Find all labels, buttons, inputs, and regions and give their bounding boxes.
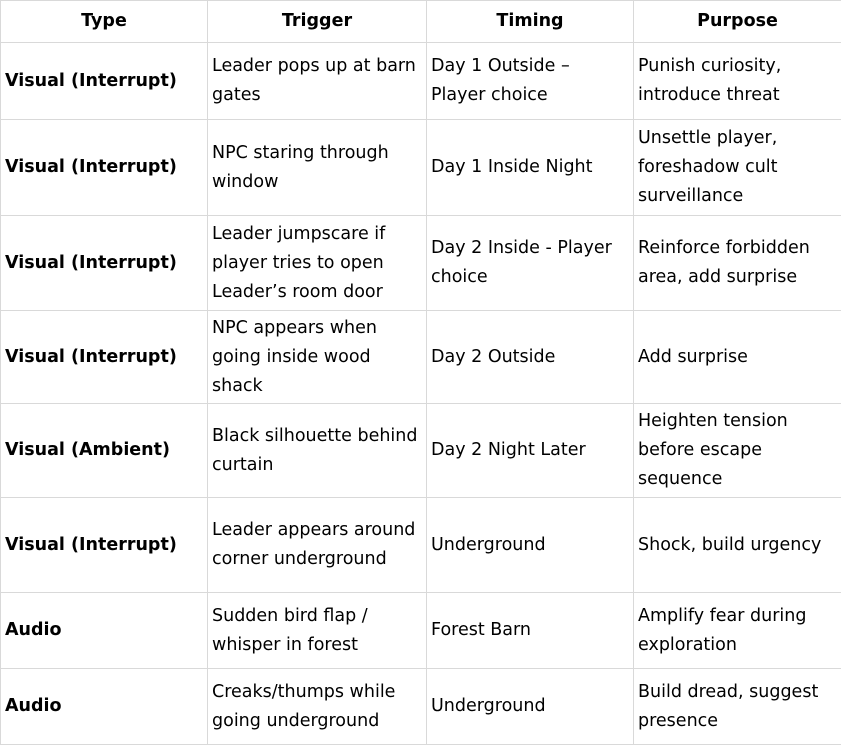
- header-trigger: Trigger: [208, 1, 427, 43]
- cell-trigger: Sudden bird flap / whisper in forest: [208, 593, 427, 669]
- cell-timing: Day 1 Inside Night: [427, 120, 634, 216]
- table-row: Visual (Ambient) Black silhouette behind…: [1, 404, 841, 498]
- table-row: Visual (Interrupt) Leader jumpscare if p…: [1, 216, 841, 311]
- cell-type: Audio: [1, 669, 208, 745]
- cell-type: Visual (Interrupt): [1, 311, 208, 404]
- cell-timing: Underground: [427, 498, 634, 593]
- cell-type: Visual (Interrupt): [1, 120, 208, 216]
- header-timing: Timing: [427, 1, 634, 43]
- cell-purpose: Shock, build urgency: [634, 498, 841, 593]
- cell-type: Visual (Ambient): [1, 404, 208, 498]
- header-type: Type: [1, 1, 208, 43]
- cell-trigger: NPC staring through window: [208, 120, 427, 216]
- cell-purpose: Build dread, suggest presence: [634, 669, 841, 745]
- cell-trigger: Creaks/thumps while going underground: [208, 669, 427, 745]
- cell-type: Visual (Interrupt): [1, 43, 208, 120]
- cell-trigger: Leader appears around corner underground: [208, 498, 427, 593]
- cell-trigger: Black silhouette behind curtain: [208, 404, 427, 498]
- cell-trigger: Leader jumpscare if player tries to open…: [208, 216, 427, 311]
- cell-purpose: Heighten tension before escape sequence: [634, 404, 841, 498]
- table-row: Visual (Interrupt) NPC staring through w…: [1, 120, 841, 216]
- table-row: Audio Sudden bird flap / whisper in fore…: [1, 593, 841, 669]
- table-row: Visual (Interrupt) Leader appears around…: [1, 498, 841, 593]
- cell-trigger: Leader pops up at barn gates: [208, 43, 427, 120]
- cell-purpose: Add surprise: [634, 311, 841, 404]
- cell-purpose: Punish curiosity, introduce threat: [634, 43, 841, 120]
- cell-timing: Day 2 Inside - Player choice: [427, 216, 634, 311]
- cell-type: Visual (Interrupt): [1, 498, 208, 593]
- cell-purpose: Reinforce forbidden area, add surprise: [634, 216, 841, 311]
- cell-timing: Day 1 Outside – Player choice: [427, 43, 634, 120]
- cell-timing: Day 2 Outside: [427, 311, 634, 404]
- cell-timing: Forest Barn: [427, 593, 634, 669]
- table-row: Audio Creaks/thumps while going undergro…: [1, 669, 841, 745]
- table-row: Visual (Interrupt) Leader pops up at bar…: [1, 43, 841, 120]
- cell-trigger: NPC appears when going inside wood shack: [208, 311, 427, 404]
- header-row: Type Trigger Timing Purpose: [1, 1, 841, 43]
- cell-timing: Day 2 Night Later: [427, 404, 634, 498]
- cell-type: Audio: [1, 593, 208, 669]
- cell-purpose: Unsettle player, foreshadow cult surveil…: [634, 120, 841, 216]
- table-row: Visual (Interrupt) NPC appears when goin…: [1, 311, 841, 404]
- cell-type: Visual (Interrupt): [1, 216, 208, 311]
- cell-purpose: Amplify fear during exploration: [634, 593, 841, 669]
- cell-timing: Underground: [427, 669, 634, 745]
- header-purpose: Purpose: [634, 1, 841, 43]
